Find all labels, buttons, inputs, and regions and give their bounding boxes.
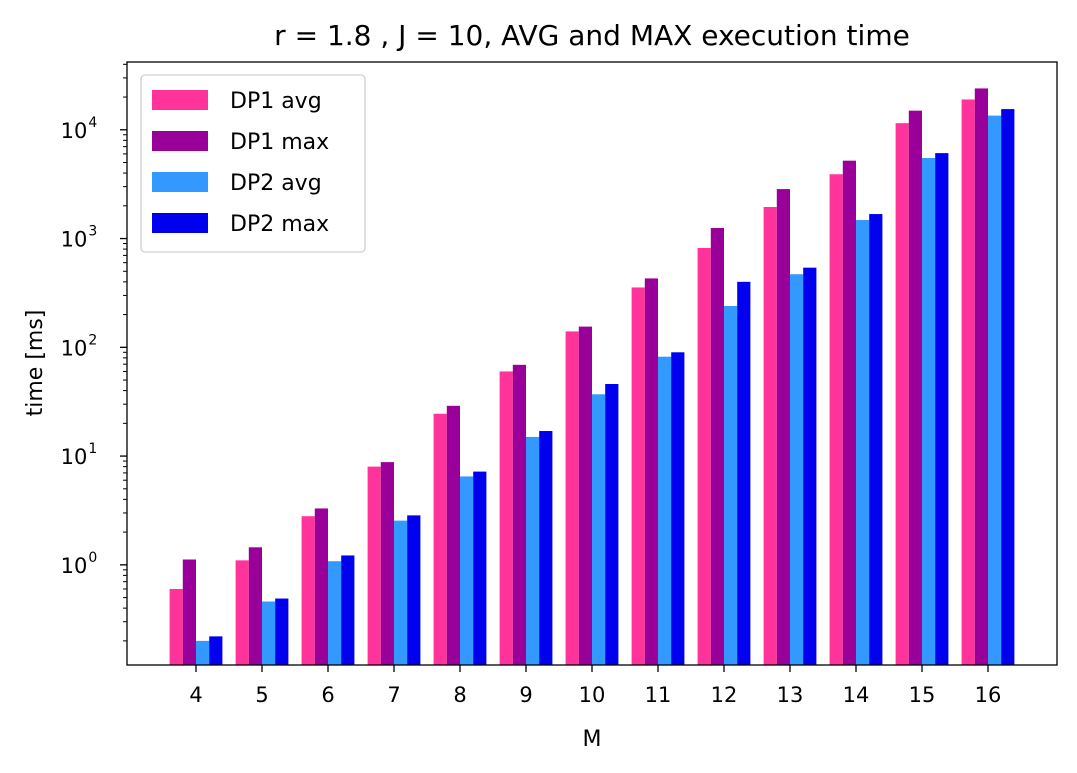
bar-dp1-max-m10 [578,326,592,665]
bar-dp2-max-m7 [407,515,421,665]
bar-dp2-max-m13 [803,267,817,665]
bar-dp1-avg-m4 [169,588,183,665]
bar-dp1-avg-m5 [235,560,249,665]
bar-dp2-avg-m7 [394,520,408,665]
bar-dp2-max-m11 [671,352,685,665]
bar-dp2-avg-m4 [196,640,210,665]
bar-dp1-avg-m10 [565,331,579,665]
bar-dp1-avg-m13 [763,207,777,665]
bar-dp2-max-m10 [605,383,619,665]
bar-dp1-max-m15 [908,110,922,665]
bar-dp2-max-m12 [737,281,751,665]
legend-swatch [152,90,208,110]
bar-dp2-avg-m8 [460,476,474,665]
bar-dp1-avg-m11 [631,287,645,665]
legend-label: DP2 max [230,212,329,237]
x-tick-label: 15 [909,683,936,707]
bar-dp1-avg-m12 [697,247,711,665]
y-tick-label: 100 [61,550,98,578]
legend-box [140,74,366,253]
bar-dp1-max-m7 [380,462,394,665]
legend-swatch [152,172,208,192]
bar-dp1-avg-m6 [301,516,315,665]
x-tick-label: 11 [645,683,672,707]
bar-dp2-avg-m14 [856,220,870,665]
bar-dp1-avg-m14 [829,174,843,666]
legend-swatch [152,213,208,233]
y-tick-label: 104 [61,115,98,143]
bar-dp1-avg-m15 [895,123,909,665]
bar-dp2-max-m16 [1001,109,1015,665]
y-tick-label: 103 [61,224,98,252]
bar-dp2-avg-m12 [724,305,738,665]
bar-dp2-max-m15 [935,153,949,665]
legend-label: DP2 avg [230,171,322,196]
x-tick-label: 12 [711,683,738,707]
bar-dp2-avg-m13 [790,274,804,665]
bar-dp1-max-m8 [446,405,460,665]
legend-label: DP1 max [230,130,329,155]
bar-dp2-avg-m6 [328,561,342,665]
bar-dp1-max-m9 [512,364,526,665]
bar-dp1-max-m11 [644,278,658,665]
bar-dp2-avg-m9 [526,436,540,665]
bar-dp1-max-m12 [710,228,724,665]
bar-dp1-max-m6 [314,508,328,665]
y-axis: 100 101 102 103 104 [61,63,127,642]
x-axis-label: M [583,727,602,752]
y-tick-label: 101 [61,441,98,469]
plot-area-frame [126,61,1058,666]
bars-group [169,88,1015,666]
x-axis: 4 5 6 7 8 9 10 11 12 13 14 15 16 [189,665,1001,707]
bar-dp2-max-m8 [473,471,487,665]
bar-dp1-avg-m8 [433,413,447,665]
bar-dp2-max-m6 [341,555,355,665]
x-tick-label: 6 [321,683,334,707]
bar-dp2-max-m14 [869,214,883,665]
x-tick-label: 8 [453,683,466,707]
bar-dp2-avg-m15 [922,158,936,665]
x-tick-label: 9 [519,683,532,707]
x-tick-label: 16 [975,683,1002,707]
bar-dp1-max-m5 [248,547,262,665]
x-tick-label: 14 [843,683,870,707]
bar-dp2-avg-m10 [592,394,606,665]
bar-dp1-avg-m7 [367,466,381,665]
y-tick-label: 102 [61,332,98,360]
bar-dp1-max-m16 [974,88,988,665]
legend-swatch [152,131,208,151]
bar-dp2-avg-m11 [658,356,672,665]
x-tick-label: 5 [255,683,268,707]
x-tick-label: 7 [387,683,400,707]
bar-dp2-max-m9 [539,431,553,665]
bar-dp2-max-m5 [275,598,289,665]
legend-label: DP1 avg [230,89,322,114]
bar-dp2-avg-m5 [262,601,276,665]
x-tick-label: 4 [189,683,202,707]
bar-dp2-max-m4 [209,636,223,665]
y-axis-label: time [ms] [23,310,48,417]
x-tick-label: 13 [777,683,804,707]
bar-dp1-max-m4 [182,559,196,665]
bar-dp1-max-m14 [842,160,856,665]
legend: DP1 avg DP1 max DP2 avg DP2 max [140,74,366,253]
x-tick-label: 10 [579,683,606,707]
bar-dp1-avg-m9 [499,371,513,665]
chart-title: r = 1.8 , J = 10, AVG and MAX execution … [274,19,910,52]
bar-dp2-avg-m16 [988,115,1002,665]
bar-dp1-avg-m16 [961,99,975,665]
bar-dp1-max-m13 [776,189,790,665]
